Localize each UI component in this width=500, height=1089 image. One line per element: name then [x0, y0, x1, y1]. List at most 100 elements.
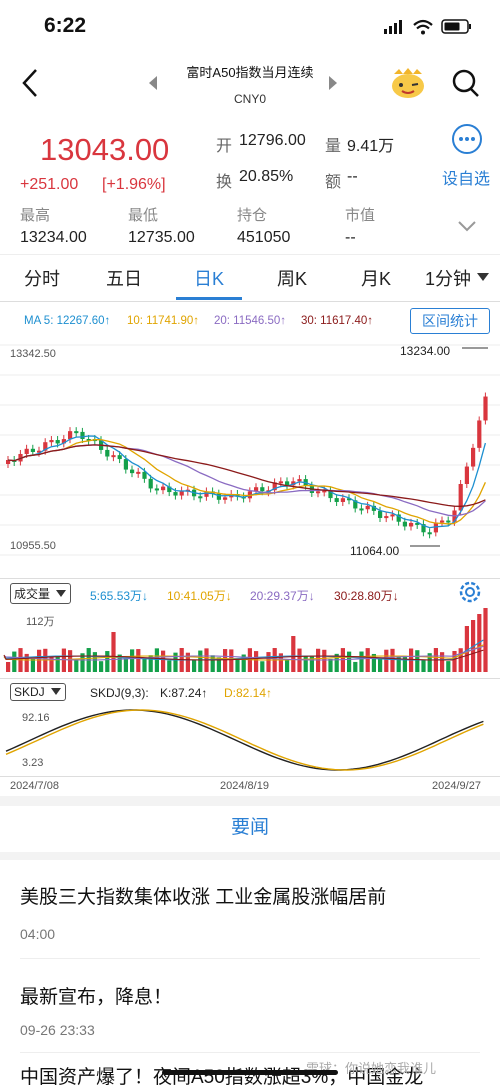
volume-bar [99, 661, 104, 672]
high-label: 最高 [20, 207, 51, 224]
home-indicator[interactable] [162, 1070, 338, 1075]
volume-bar [254, 651, 259, 672]
skdj-y-bottom: 3.23 [22, 757, 44, 769]
skdj-chart[interactable] [0, 704, 500, 776]
volume-bar [421, 659, 426, 672]
candle [458, 484, 463, 511]
back-button[interactable] [16, 66, 46, 100]
signal-icon [384, 20, 402, 34]
candle [55, 440, 60, 444]
volume-y-top: 112万 [26, 616, 55, 628]
expand-button[interactable] [455, 216, 479, 236]
news-item-title[interactable]: 最新宣布，降息！ [20, 987, 173, 1008]
candle [117, 455, 122, 460]
candle [142, 471, 147, 479]
ma10-label: 10: 11741.90↑ [127, 315, 200, 327]
market-cap-label: 市值 [345, 207, 376, 224]
candle [74, 431, 79, 434]
skdj-line [5, 709, 484, 771]
candle [204, 491, 209, 497]
volume-bar [6, 662, 11, 672]
candle [440, 520, 445, 523]
candle [6, 460, 11, 464]
volume-bar [223, 649, 228, 672]
interval-stats-button[interactable]: 区间统计 [410, 308, 490, 334]
volume-bar [173, 652, 178, 672]
candle [365, 505, 370, 510]
tab-daily-k[interactable]: 日K [193, 269, 224, 289]
volume-bar [130, 649, 135, 672]
mascot-icon [392, 68, 424, 98]
candle [278, 481, 283, 484]
volume-bar [309, 656, 314, 672]
volume-bar [322, 649, 327, 672]
date-axis-divider [0, 776, 500, 777]
volume-bar [111, 632, 116, 672]
candle [49, 440, 54, 443]
tab-one-minute[interactable]: 1分钟 [424, 269, 471, 289]
tab-five-day[interactable]: 五日 [106, 269, 142, 289]
candle [123, 459, 128, 470]
battery-icon [441, 19, 471, 34]
triangle-down-icon [51, 688, 62, 695]
candle [433, 522, 438, 533]
candle [477, 420, 482, 448]
search-button[interactable] [450, 66, 482, 100]
wifi-icon [413, 19, 433, 35]
candle [471, 447, 476, 467]
triangle-down-icon [477, 273, 489, 281]
news-header[interactable]: 要闻 [230, 817, 269, 838]
volume-bar [142, 657, 147, 672]
open-label: 开 [216, 138, 233, 155]
add-watchlist-button[interactable]: 设自选 [442, 171, 491, 188]
active-tab-indicator [176, 297, 242, 300]
volume-bar [30, 658, 35, 672]
kline-max-marker: 13234.00 [400, 344, 451, 358]
volume-chart[interactable] [0, 608, 500, 676]
ma20-label: 20: 11546.50↑ [214, 315, 287, 327]
candle [396, 514, 401, 522]
volume-selector[interactable]: 成交量 [10, 583, 72, 604]
vol10-label: 10:41.05万↓ [167, 589, 232, 603]
candle [421, 524, 426, 533]
prev-instrument-button[interactable] [146, 74, 160, 92]
volume-bar [55, 655, 60, 672]
volume-bar [440, 652, 445, 672]
candle [415, 522, 420, 525]
volume-bar [365, 648, 370, 672]
volume-bar [216, 657, 221, 672]
volume-bar [483, 608, 488, 672]
tab-monthly-k[interactable]: 月K [360, 269, 391, 289]
ma30-label: 30: 11617.40↑ [301, 315, 374, 327]
volume-bar [136, 649, 141, 672]
search-icon [452, 69, 479, 97]
skdj-selector[interactable]: SKDJ [10, 683, 67, 701]
candle [198, 496, 203, 499]
triangle-down-icon [56, 590, 67, 597]
volume-bar [210, 655, 215, 672]
news-item-title[interactable]: 美股三大指数集体收涨 工业金属股涨幅居前 [20, 887, 387, 908]
gear-icon [459, 581, 481, 603]
candle [130, 469, 135, 474]
candle [167, 486, 172, 493]
volume-bar [117, 654, 122, 672]
tab-intraday[interactable]: 分时 [24, 269, 60, 289]
candle [402, 521, 407, 527]
indicator-settings-button[interactable] [456, 578, 484, 606]
volume-bar [378, 658, 383, 672]
volume-bar [161, 650, 166, 672]
kline-chart[interactable] [0, 340, 500, 570]
volume-bar [74, 659, 79, 672]
next-instrument-button[interactable] [326, 74, 340, 92]
more-dots-icon [459, 137, 475, 141]
turnover-value: 20.85% [239, 168, 294, 185]
candle [446, 520, 451, 523]
more-options-button[interactable] [452, 124, 482, 154]
candle [179, 490, 184, 496]
candle [136, 471, 141, 474]
open-interest-label: 持仓 [237, 207, 268, 224]
tab-weekly-k[interactable]: 周K [276, 269, 307, 289]
mascot-button[interactable] [388, 66, 428, 100]
low-label: 最低 [128, 207, 159, 224]
volume-bar [464, 626, 469, 672]
